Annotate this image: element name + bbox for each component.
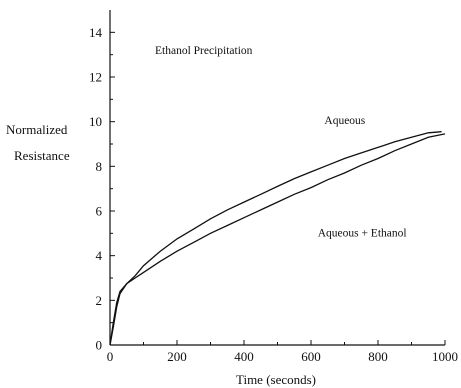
annotation-label: Aqueous: [324, 115, 365, 127]
x-tick-label: 800: [368, 349, 388, 364]
annotation-label: Aqueous + Ethanol: [318, 228, 407, 240]
chart-title: Ethanol Precipitation: [155, 45, 253, 57]
y-axis-label-line-1: Normalized: [6, 122, 68, 137]
y-tick-label: 10: [89, 114, 102, 129]
y-tick-label: 6: [96, 204, 103, 219]
y-ticks: 0 2 4 6 8 10 12 14: [89, 25, 115, 353]
y-tick-label: 8: [96, 159, 103, 174]
annotations: Aqueous Aqueous + Ethanol: [318, 115, 407, 240]
series-group: [109, 131, 446, 346]
y-axis-label-line-2: Resistance: [14, 148, 70, 163]
series-line-aqueous-ethanol: [109, 133, 446, 346]
x-axis-label: Time (seconds): [236, 372, 316, 387]
y-tick-label: 2: [96, 293, 103, 308]
x-tick-label: 600: [301, 349, 321, 364]
y-tick-label: 4: [96, 248, 103, 263]
x-tick-label: 400: [234, 349, 254, 364]
y-tick-label: 0: [96, 338, 103, 353]
x-tick-label: 200: [167, 349, 187, 364]
y-tick-label: 14: [89, 25, 103, 40]
x-ticks: 0 200 400 600 800 1000: [107, 340, 458, 364]
y-tick-label: 12: [89, 70, 102, 85]
x-tick-label: 1000: [432, 349, 458, 364]
x-tick-label: 0: [107, 349, 114, 364]
